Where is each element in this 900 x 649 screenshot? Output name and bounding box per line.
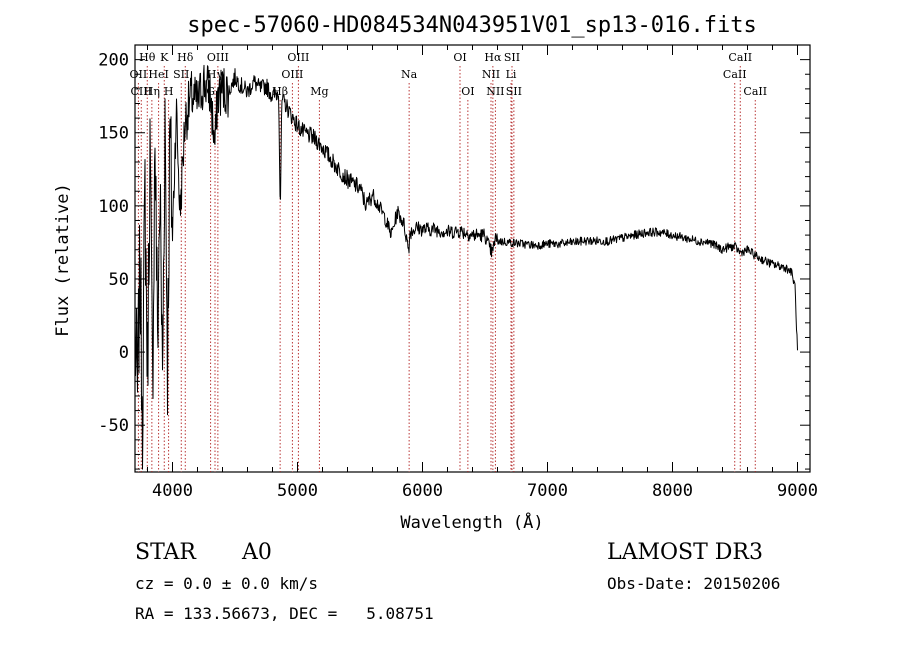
- survey-name: LAMOST DR3: [607, 540, 763, 565]
- line-label: OIII: [281, 68, 303, 81]
- plot-frame: [134, 44, 811, 473]
- line-label: HeI: [148, 68, 168, 81]
- line-label: CaII: [728, 51, 752, 64]
- chart-title: spec-57060-HD084534N043951V01_sp13-016.f…: [187, 13, 757, 38]
- y-tick-label: 150: [98, 124, 129, 144]
- coordinates: RA = 133.56673, DEC = 5.08751: [135, 604, 434, 623]
- y-tick-label: 100: [98, 197, 129, 217]
- line-label: H: [164, 85, 174, 98]
- line-label: Hθ: [139, 51, 156, 64]
- line-label: SII: [506, 85, 522, 98]
- line-label: Hη: [144, 85, 160, 98]
- line-label: OIII: [287, 51, 309, 64]
- y-tick-label: -50: [98, 416, 129, 436]
- y-tick-label: 50: [109, 270, 129, 290]
- line-label: Hγ: [207, 68, 224, 81]
- y-axis-label: Flux (relative): [53, 183, 73, 337]
- observation-date: Obs-Date: 20150206: [607, 574, 781, 593]
- line-label: K: [160, 51, 169, 64]
- x-tick-label: 4000: [152, 481, 193, 501]
- object-class: STAR: [135, 540, 196, 565]
- spectrum-series: [134, 64, 798, 470]
- line-label: Hα: [484, 51, 502, 64]
- line-label: OI: [461, 85, 474, 98]
- x-tick-label: 9000: [777, 481, 818, 501]
- redshift-value: cz = 0.0 ± 0.0 km/s: [135, 574, 319, 593]
- x-tick-label: 5000: [277, 481, 318, 501]
- line-label: CaII: [723, 68, 747, 81]
- axis-ticks: 4000 5000 6000 7000 8000 9000 -50 0 50 100 150 200: [98, 45, 818, 501]
- y-tick-label: 0: [119, 343, 129, 363]
- x-tick-label: 8000: [652, 481, 693, 501]
- emission-line-markers: [137, 66, 756, 472]
- line-label: Mg: [310, 85, 328, 98]
- line-label: CIII: [131, 85, 152, 98]
- line-label: Li: [506, 68, 517, 81]
- object-subclass: A0: [242, 540, 272, 565]
- line-label: NII: [486, 85, 504, 98]
- x-tick-label: 6000: [402, 481, 443, 501]
- line-label: OI: [453, 51, 466, 64]
- line-label: CaII: [743, 85, 767, 98]
- line-label: Na: [401, 68, 418, 81]
- line-label: Hδ: [177, 51, 194, 64]
- y-tick-label: 200: [98, 51, 129, 71]
- line-label: OIII: [207, 51, 229, 64]
- spectrum-line: [134, 64, 798, 470]
- line-label: NII: [482, 68, 500, 81]
- x-tick-label: 7000: [527, 481, 568, 501]
- x-axis-label: Wavelength (Å): [400, 511, 543, 533]
- line-label: SII: [504, 51, 520, 64]
- line-label: SII: [173, 68, 189, 81]
